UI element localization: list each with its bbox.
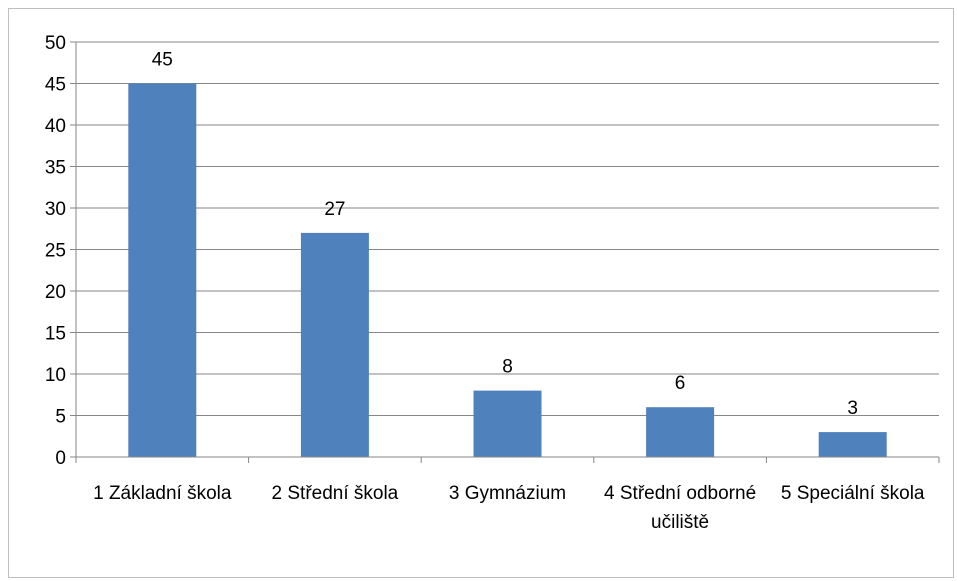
- bar: [473, 390, 542, 457]
- data-label: 45: [152, 50, 173, 71]
- y-tick-label: 30: [45, 199, 66, 220]
- y-tick-label: 50: [45, 33, 66, 54]
- bars: [128, 83, 887, 457]
- y-tick-label: 15: [45, 324, 66, 345]
- y-tick-label: 5: [55, 407, 66, 428]
- category-label: 3 Gymnázium: [449, 483, 566, 504]
- data-label: 6: [675, 373, 686, 394]
- y-tick-label: 35: [45, 158, 66, 179]
- bar: [818, 432, 887, 457]
- category-label: 2 Střední škola: [272, 483, 399, 504]
- bar: [646, 407, 715, 457]
- labels: 0 5 10 15 20 25 30 35 40 45 50 45 1 Základní škola 27…: [45, 33, 925, 533]
- gridlines: [76, 41, 939, 416]
- category-label: 1 Základní škola: [93, 483, 232, 504]
- y-tick-label: 45: [45, 75, 66, 96]
- category-label: 5 Speciální škola: [781, 483, 925, 504]
- y-tick-label: 20: [45, 282, 66, 303]
- data-label: 8: [502, 357, 513, 378]
- category-label: 4 Střední odborné učiliště: [604, 483, 756, 533]
- data-label: 3: [847, 398, 858, 419]
- bar: [128, 83, 197, 457]
- bar: [300, 232, 369, 457]
- y-tick-label: 10: [45, 365, 66, 386]
- y-tick-label: 0: [55, 448, 66, 469]
- y-tick-label: 25: [45, 241, 66, 262]
- data-label: 27: [324, 199, 345, 220]
- axes: [70, 41, 940, 463]
- y-tick-label: 40: [45, 116, 66, 137]
